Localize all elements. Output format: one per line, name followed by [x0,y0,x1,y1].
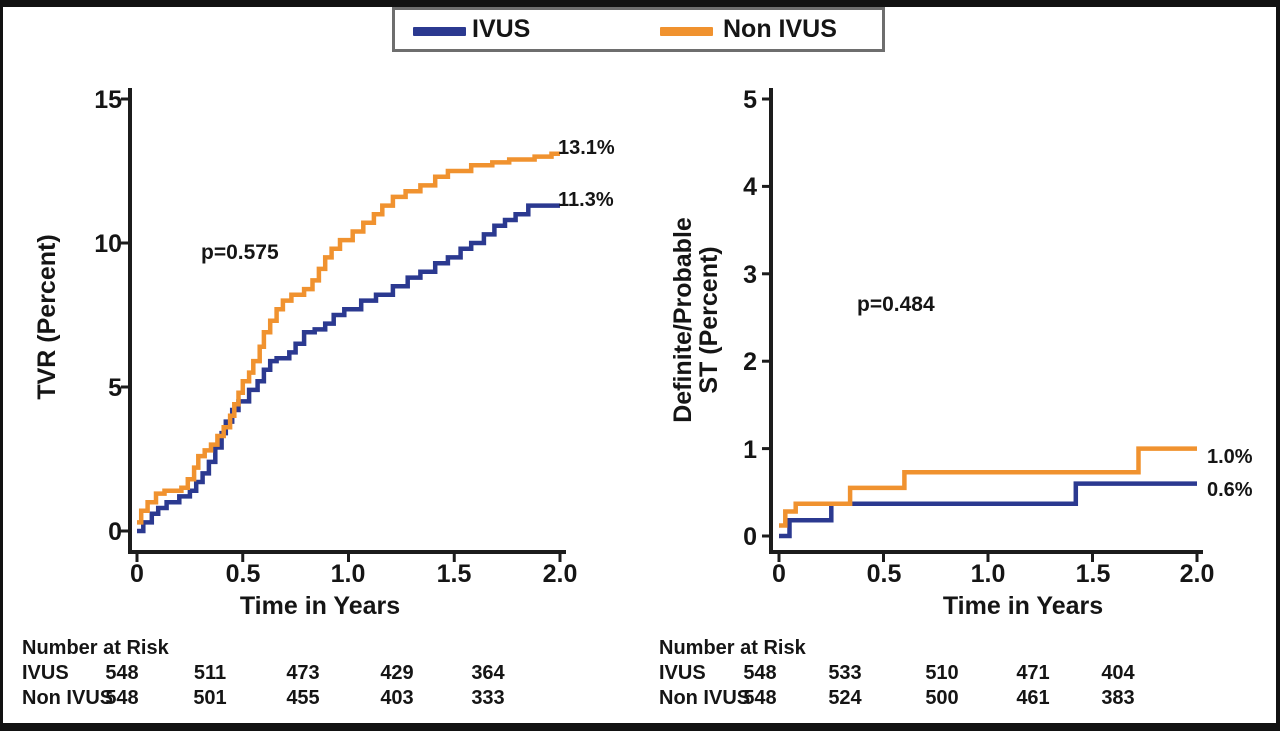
left-endpoint-label-non-ivus: 13.1% [558,137,615,159]
left-y-axis-title: TVR (Percent) [33,234,61,400]
left-y-tick-label: 0 [108,518,122,546]
risk-count: 383 [1101,687,1135,709]
right-x-axis-title: Time in Years [942,592,1104,620]
survival-curve-non-ivus [137,151,560,525]
right-y-tick-label: 1 [743,436,757,464]
right-endpoint-label-ivus: 0.6% [1207,479,1253,501]
left-x-tick-label: 0.5 [225,560,261,588]
legend-swatch-non-ivus [660,27,713,36]
legend: IVUS Non IVUS [392,7,885,52]
left-risk-row-label-ivus: IVUS [22,662,69,684]
legend-label-ivus: IVUS [472,15,531,43]
left-y-tick-label: 5 [108,374,122,402]
risk-count: 548 [105,687,139,709]
risk-count: 548 [105,662,139,684]
risk-count: 511 [193,662,227,684]
right-y-tick-label: 3 [743,261,757,289]
figure-border-right [1276,0,1280,731]
risk-count: 364 [471,662,505,684]
left-risk-row-label-non-ivus: Non IVUS [22,687,114,709]
right-risk-row-label-non-ivus: Non IVUS [659,687,751,709]
figure-border-bottom [0,723,1280,731]
survival-curve-ivus [779,481,1197,539]
risk-count: 429 [380,662,414,684]
right-y-axis-title-line1: Definite/Probable [669,217,697,423]
risk-count: 548 [743,687,777,709]
risk-count: 500 [925,687,959,709]
left-x-tick-label: 1.5 [436,560,472,588]
risk-count: 533 [828,662,862,684]
right-y-tick-label: 0 [743,523,757,551]
right-y-tick-label: 2 [743,348,757,376]
risk-count: 455 [286,687,320,709]
risk-count: 524 [828,687,862,709]
legend-label-non-ivus: Non IVUS [723,15,837,43]
right-y-axis-title: Definite/Probable ST (Percent) [669,217,723,423]
right-x-tick-label: 0.5 [866,560,902,588]
left-x-axis-title: Time in Years [239,592,401,620]
left-x-tick-label: 2.0 [542,560,578,588]
risk-count: 471 [1016,662,1050,684]
right-risk-row-label-ivus: IVUS [659,662,706,684]
left-risk-table-title: Number at Risk [22,637,169,659]
left-y-tick-label: 10 [94,230,122,258]
figure-border-top [0,0,1280,7]
left-y-tick-label: 15 [94,86,122,114]
risk-count: 501 [193,687,227,709]
right-x-tick-label: 1.0 [970,560,1006,588]
left-x-tick-label: 1.0 [330,560,366,588]
left-endpoint-label-ivus: 11.3% [558,189,614,211]
right-endpoint-label-non-ivus: 1.0% [1207,446,1253,468]
risk-count: 510 [925,662,959,684]
risk-count: 548 [743,662,777,684]
left-x-tick-label: 0 [130,560,144,588]
right-x-tick-label: 0 [772,560,786,588]
right-x-tick-label: 2.0 [1179,560,1215,588]
right-x-tick-label: 1.5 [1075,560,1111,588]
legend-swatch-ivus [413,27,466,36]
right-y-tick-label: 4 [743,173,757,201]
right-y-tick-label: 5 [743,86,757,114]
figure-border-left [0,0,3,731]
risk-count: 473 [286,662,320,684]
right-y-axis-title-line2: ST (Percent) [695,246,723,394]
right-p-value: p=0.484 [857,293,935,316]
risk-count: 403 [380,687,414,709]
left-p-value: p=0.575 [201,241,279,264]
risk-count: 404 [1101,662,1135,684]
risk-count: 333 [471,687,505,709]
right-risk-table-title: Number at Risk [659,637,806,659]
risk-count: 461 [1016,687,1050,709]
survival-curve-non-ivus [779,446,1197,528]
